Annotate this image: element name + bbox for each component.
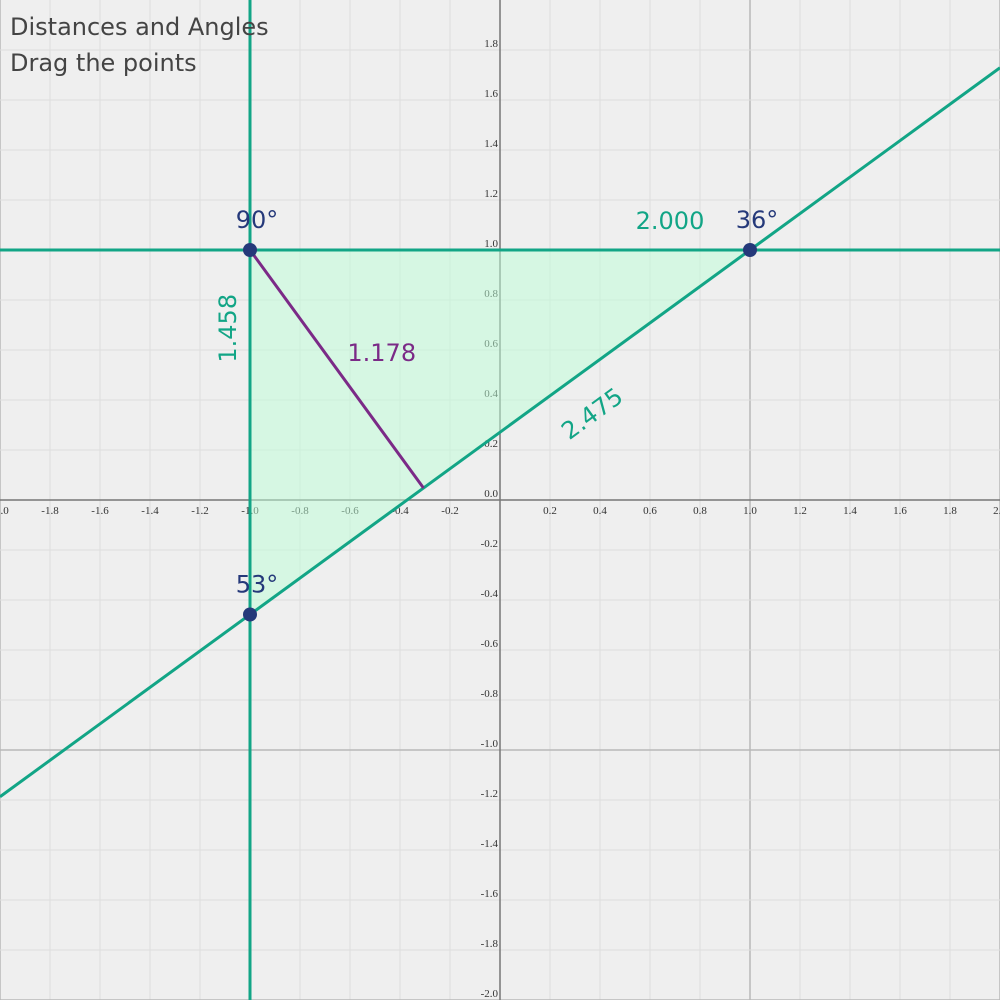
x-tick-label: 2.0 bbox=[993, 505, 1000, 517]
y-tick-label: -1.6 bbox=[481, 888, 499, 900]
angle-label: 36° bbox=[736, 206, 779, 234]
y-tick-label: -0.8 bbox=[481, 688, 499, 700]
y-tick-label: -1.0 bbox=[481, 738, 499, 750]
angle-label: 90° bbox=[236, 206, 279, 234]
x-tick-label: -1.8 bbox=[41, 505, 59, 517]
x-tick-label: 0.6 bbox=[643, 505, 657, 517]
x-tick-label: 0.4 bbox=[593, 505, 607, 517]
y-tick-label: 1.8 bbox=[484, 38, 498, 50]
x-tick-label: -2.0 bbox=[0, 505, 9, 517]
y-tick-label: 1.4 bbox=[484, 138, 498, 150]
distance-label: 2.000 bbox=[636, 207, 705, 235]
x-tick-label: 1.0 bbox=[743, 505, 757, 517]
angle-label: 53° bbox=[236, 571, 279, 599]
point[interactable] bbox=[743, 243, 757, 257]
y-tick-label: 1.0 bbox=[484, 238, 498, 250]
y-tick-label: 0.0 bbox=[484, 488, 498, 500]
point[interactable] bbox=[243, 607, 257, 622]
line-bc bbox=[0, 66, 1000, 798]
x-tick-label: 1.6 bbox=[893, 505, 907, 517]
y-tick-label: -2.0 bbox=[481, 988, 499, 1000]
subtitle: Drag the points bbox=[10, 49, 197, 77]
x-tick-label: -1.2 bbox=[191, 505, 208, 517]
y-tick-label: -0.4 bbox=[481, 588, 499, 600]
altitude bbox=[248, 249, 425, 489]
y-tick-label: -1.4 bbox=[481, 838, 499, 850]
x-tick-label: -1.6 bbox=[91, 505, 109, 517]
distance-label: 1.178 bbox=[347, 339, 416, 367]
x-tick-label: 0.8 bbox=[693, 505, 707, 517]
y-tick-label: -1.8 bbox=[481, 938, 499, 950]
x-tick-label: -0.2 bbox=[441, 505, 458, 517]
y-tick-label: -1.2 bbox=[481, 788, 498, 800]
distance-label: 1.458 bbox=[214, 294, 242, 363]
y-tick-label: -0.2 bbox=[481, 538, 498, 550]
x-tick-label: 1.4 bbox=[843, 505, 857, 517]
x-tick-label: -1.4 bbox=[141, 505, 159, 517]
title: Distances and Angles bbox=[10, 13, 269, 41]
y-tick-label: -0.6 bbox=[481, 638, 499, 650]
x-tick-label: 1.8 bbox=[943, 505, 957, 517]
y-tick-label: 1.2 bbox=[484, 188, 498, 200]
x-tick-label: 0.2 bbox=[543, 505, 557, 517]
x-tick-label: 1.2 bbox=[793, 505, 807, 517]
y-tick-label: 1.6 bbox=[484, 88, 498, 100]
point[interactable] bbox=[243, 243, 257, 257]
